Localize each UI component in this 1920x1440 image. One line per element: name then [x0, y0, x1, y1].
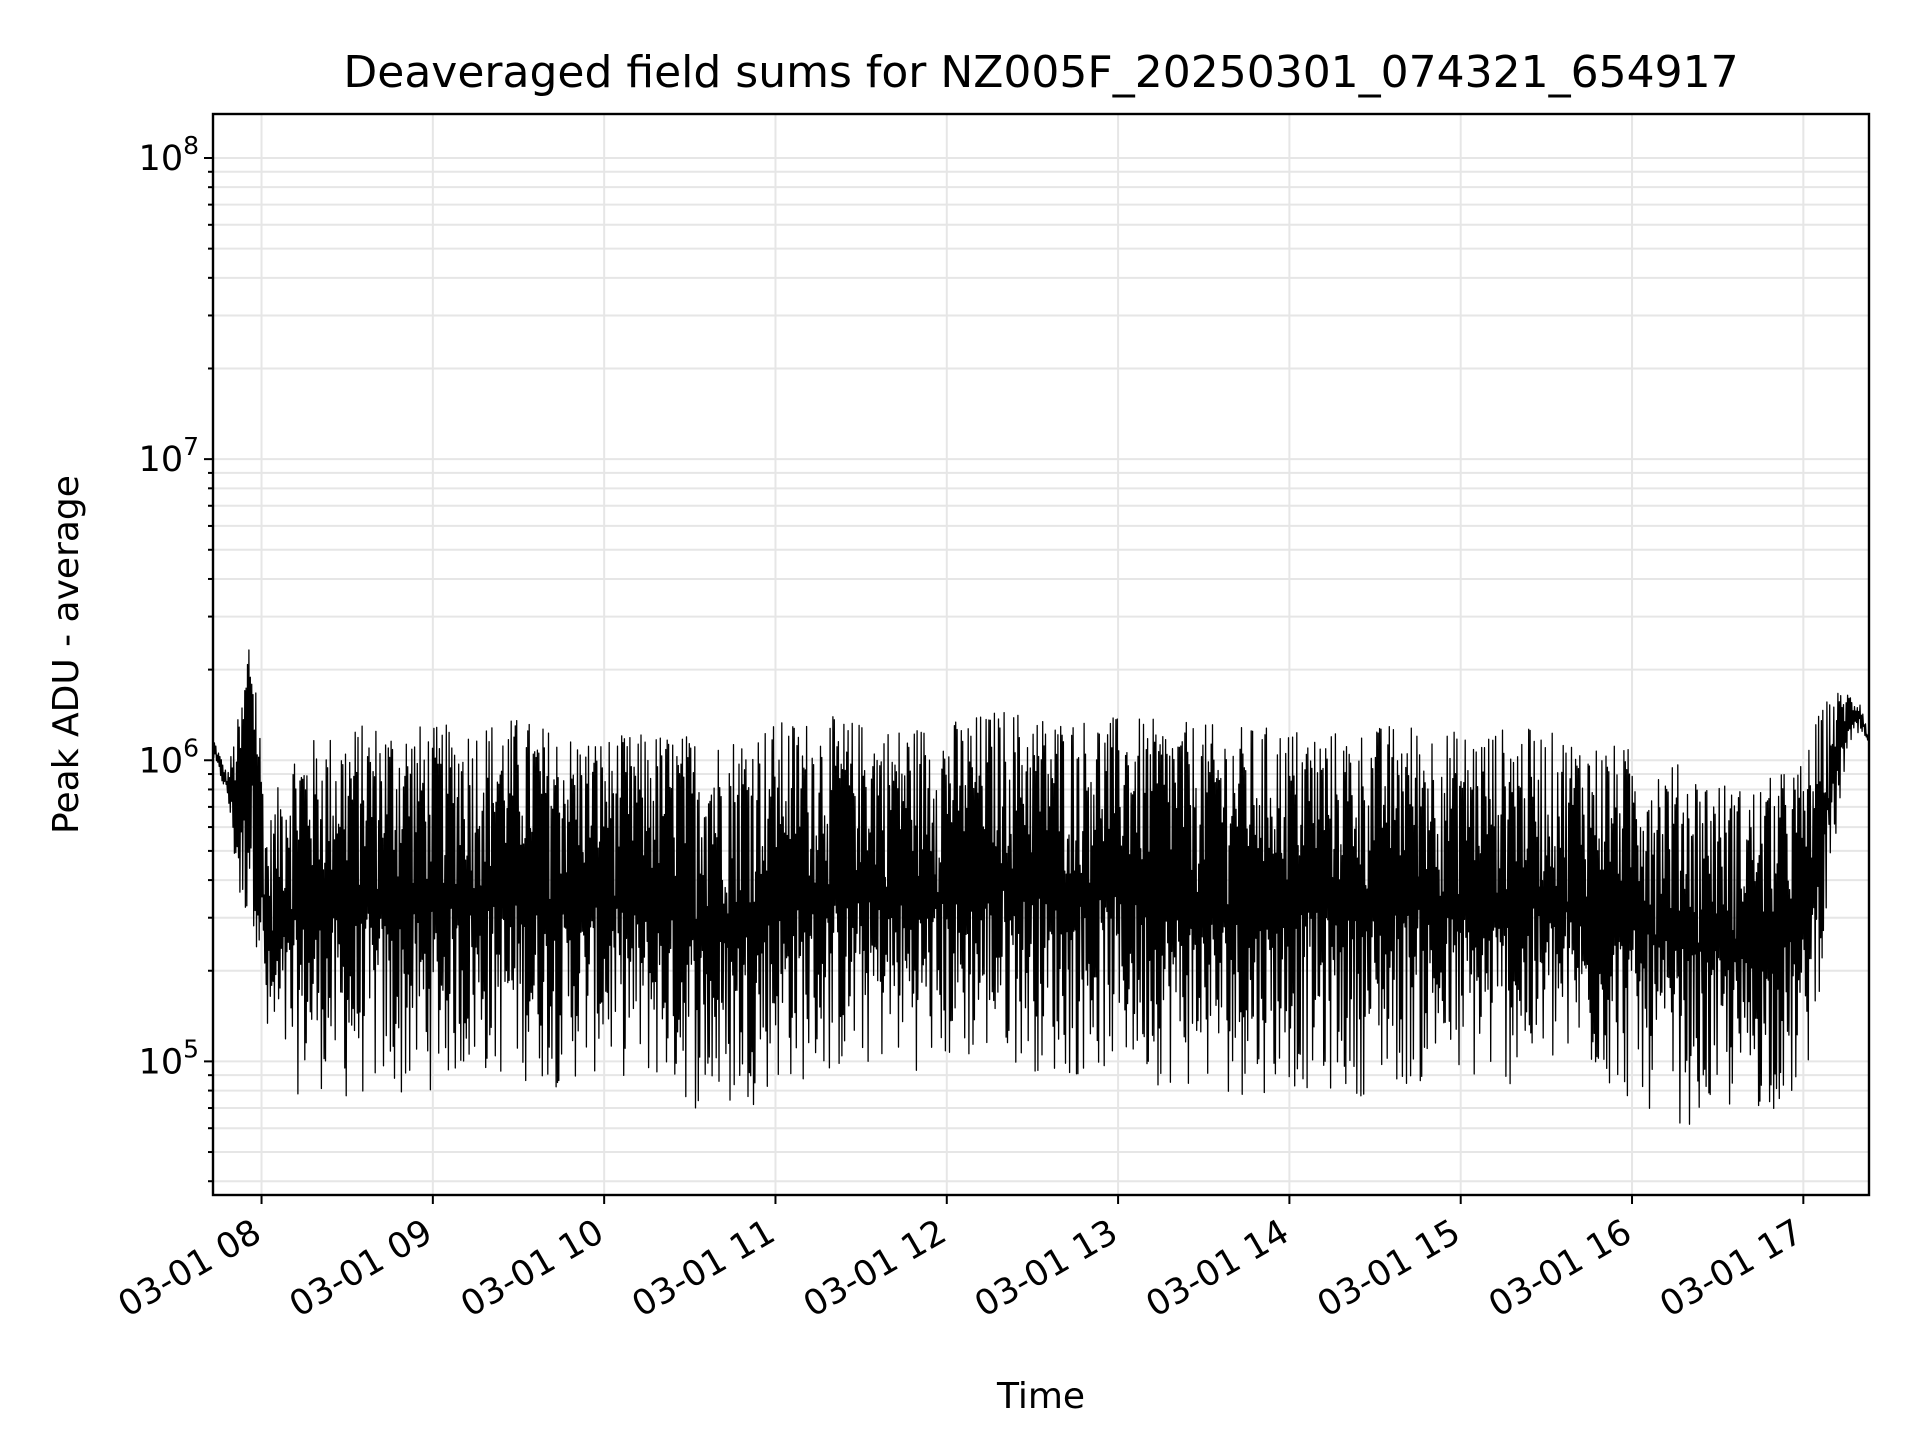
- y-tick-label: 105: [139, 1034, 199, 1082]
- y-tick-label: 106: [139, 733, 199, 781]
- y-tick-label-exponent: 5: [183, 1034, 199, 1063]
- y-tick-label: 107: [139, 432, 199, 480]
- y-tick-label-base: 10: [139, 741, 184, 781]
- y-tick-label-exponent: 7: [183, 432, 199, 461]
- chart-title: Deaveraged field sums for NZ005F_2025030…: [343, 47, 1738, 98]
- data-series-line: [212, 649, 1870, 1125]
- y-tick-label-base: 10: [139, 1042, 184, 1082]
- y-axis-label: Peak ADU - average: [46, 475, 87, 834]
- y-tick-label-base: 10: [139, 139, 184, 179]
- x-axis-label: Time: [996, 1376, 1085, 1417]
- series-layer: [212, 649, 1870, 1125]
- y-tick-label-base: 10: [139, 440, 184, 480]
- y-tick-label-exponent: 6: [183, 733, 199, 762]
- y-tick-label-exponent: 8: [183, 131, 199, 160]
- plot-frame: [211, 112, 1871, 1197]
- y-tick-label: 108: [139, 131, 199, 179]
